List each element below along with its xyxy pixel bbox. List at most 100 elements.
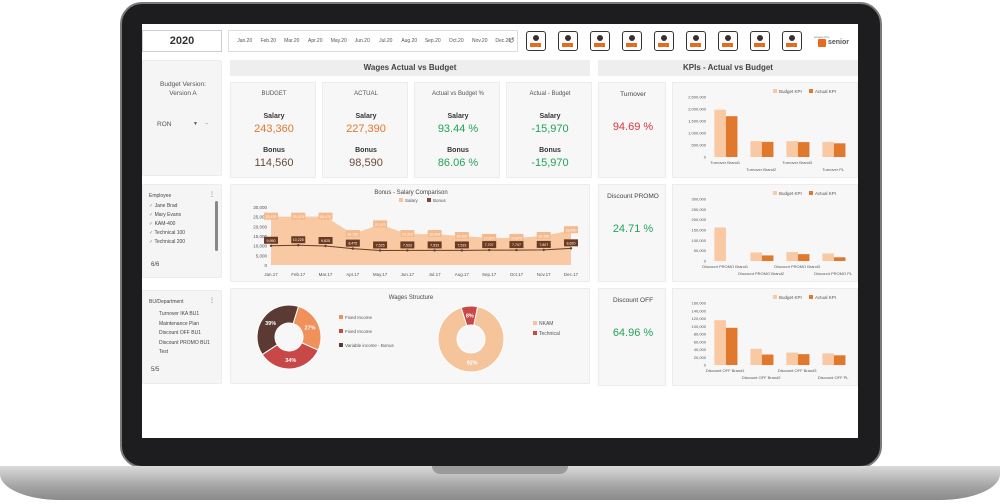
calendar-icon-glyph [597,35,603,41]
month-Feb.20[interactable]: Feb.20 [260,38,277,44]
kpi-bar [761,354,774,365]
month-Jul.20[interactable]: Jul.20 [379,38,393,44]
currency-select[interactable]: RON [157,121,172,128]
salary-value: 227,390 [346,123,386,135]
salary-data-label: 21,470 [375,223,386,227]
budget-version-value[interactable]: Version A [169,90,197,97]
employee-scrollbar[interactable] [215,201,218,251]
month-Sep.20[interactable]: Sep.20 [424,38,441,44]
more-options-icon[interactable]: ⋮ [209,192,215,198]
employee-item[interactable]: ✓ Technical 200 [149,239,185,248]
employee-item[interactable]: ✓ KAM-400 [149,221,185,230]
x-tick-label: Discount PROMO Brand1 [702,264,749,269]
kpi-bar-chart-card: Budget KPI Actual KPI 2,500,000 2,000,000 1,… [672,82,858,178]
salary-label-bg [454,232,469,239]
kpi-bar [786,141,798,157]
month-filter[interactable]: Jan.20 Feb.20 Mar.20 Apr.20 May.20 Jun.20 Jul.… [228,30,518,52]
manager-icon[interactable] [622,31,642,51]
department-item[interactable]: Test [159,349,169,355]
y-tick-label: 20,000 [694,355,707,360]
salary-data-label: 16,310 [402,233,413,237]
employee-label: Jane Brad [154,203,178,209]
bonus-data-label: 7,533 [430,243,439,247]
month-Apr.20[interactable]: Apr.20 [308,38,323,44]
legend-swatch [339,315,343,319]
salary-label: Salary [447,113,469,120]
y-tick-label: 1,500,000 [688,119,707,124]
y-tick-label: 30,000 [253,205,267,210]
department-item[interactable]: Discount PROMO BU1 [159,339,210,346]
employee-filter-panel: Employee ⋮ ✓ Jane Brad ✓ Mary Evans ✓ KAM-… [142,184,222,278]
employee-icon[interactable] [654,31,674,51]
presentation-icon[interactable] [526,31,546,51]
pie-slice [460,305,479,327]
calendar-icon[interactable] [590,31,610,51]
calculator-icon[interactable] [718,31,738,51]
budget-version-panel: Budget Version: Version A RON ▼ -- [142,60,222,176]
kpi-label: Discount OFF [612,297,654,304]
salary-value: -15,970 [531,123,569,135]
org-structure-icon[interactable] [558,31,578,51]
legend-label: Bonus [433,198,447,203]
employee-item[interactable]: ✓ Mary Evans [149,212,185,221]
wage-card-title: Actual - Budget [529,91,571,97]
salary-data-label: 25,470 [293,215,304,219]
wage-card-title: ACTUAL [354,91,378,97]
kpi-card: Discount PROMO 24.71 % [598,184,666,282]
y-tick-label: 2,500,000 [688,95,707,100]
building-icon[interactable] [782,31,802,51]
x-tick-label: Mar.17 [319,272,333,277]
month-Oct.20[interactable]: Oct.20 [448,38,464,44]
legend-swatch [399,198,403,202]
kpi-value: 24.71 % [612,223,654,235]
department-item[interactable]: Turnover IKA BU1 [159,311,200,317]
salary-label: Salary [263,113,285,120]
department-item[interactable]: Maintenance Plan [159,320,200,327]
slice-label: 92% [467,360,478,366]
chevron-down-icon[interactable]: ▼ [193,121,198,127]
y-tick-label: 200,000 [692,217,707,222]
check-icon: ✓ [149,230,155,236]
legend-swatch [427,198,431,202]
kpi-bar [750,141,762,157]
salary-label: Salary [355,113,377,120]
y-tick-label: 40,000 [694,347,707,352]
employee-item[interactable]: ✓ Jane Brad [149,203,185,212]
month-May.20[interactable]: May.20 [330,38,347,44]
month-Aug.20[interactable]: Aug.20 [401,38,418,44]
kpi-bar [750,252,762,261]
kpi-bar [750,348,762,365]
bonus-point [324,244,327,248]
legend-swatch [533,331,537,335]
bonus-data-label: 7,707 [512,243,521,247]
more-options-icon[interactable]: ⋮ [209,298,215,304]
month-Nov.20[interactable]: Nov.20 [472,38,488,44]
department-count: 5/5 [151,367,160,373]
pie-slice [256,304,300,356]
dashboard-screen: 2020 Jan.20 Feb.20 Mar.20 Apr.20 May.20 Jun.2… [142,24,858,438]
salary-label-bg [509,233,524,241]
month-Dec.20[interactable]: Dec.20 [495,38,512,44]
month-Mar.20[interactable]: Mar.20 [284,38,300,44]
month-Jun.20[interactable]: Jun.20 [354,38,370,44]
legend-swatch [773,89,777,93]
month-Jan.20[interactable]: Jan.20 [237,38,253,44]
y-tick-label: 60,000 [694,339,707,344]
y-tick-label: 1,000,000 [688,131,707,136]
employee-item[interactable]: ✓ Technical 100 [149,230,185,239]
report-icon[interactable] [750,31,770,51]
chart-title: Bonus - Salary Comparison [374,190,447,196]
year-selector[interactable]: 2020 [142,30,222,52]
presentation-icon-glyph [533,35,539,41]
y-tick-label: 0 [704,155,707,160]
bonus-point [487,248,491,252]
employee-icon-accent [658,43,669,47]
x-tick-label: Oct.17 [510,272,524,277]
bonus-data-label: 9,825 [321,239,330,243]
department-item[interactable]: Discount OFF BU1 [159,330,201,336]
kpi-bar-chart-card: Budget KPI Actual KPI 300,000 250,000 200,00… [672,184,858,282]
kpi-bar [786,352,798,365]
team-icon[interactable] [686,31,706,51]
reset-icon[interactable]: ↺ [508,36,515,45]
legend-label: Fixed Income [345,315,373,320]
